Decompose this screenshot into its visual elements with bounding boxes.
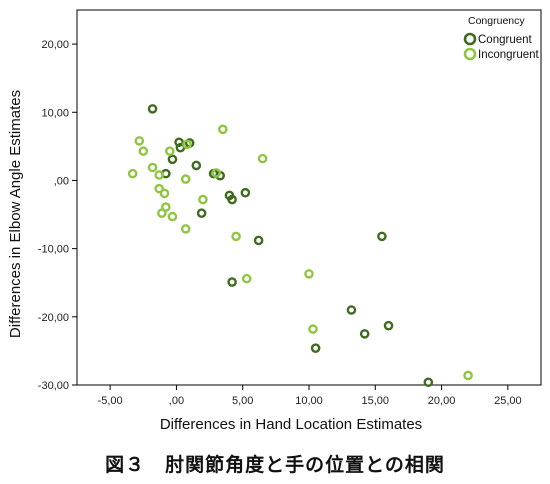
data-point-congruent: [196, 208, 207, 218]
data-point-incongruent: [154, 170, 164, 180]
data-point-incongruent: [164, 146, 175, 156]
data-point-incongruent: [127, 168, 138, 179]
data-point-congruent: [240, 187, 251, 198]
data-point-incongruent: [167, 211, 178, 222]
scatter-chart: -5,00,00 5,00 10,00 15,00 20,00 25,00 -30,00-…: [7, 9, 542, 433]
y-tick-label: 20,00: [41, 39, 69, 51]
data-point-congruent: [147, 104, 158, 114]
legend-marker-congruent: [463, 32, 477, 46]
data-point-incongruent: [211, 168, 221, 178]
x-tick-label: 20,00: [428, 395, 456, 407]
y-axis-title: Differences in Elbow Angle Estimates: [7, 90, 24, 338]
data-point-congruent: [346, 305, 357, 315]
data-point-incongruent: [154, 183, 164, 194]
data-point-incongruent: [157, 208, 167, 218]
data-point-incongruent: [180, 174, 191, 184]
y-axis: -30,00 -20,00 -10,00 ,00 10,00 20,00: [38, 39, 77, 392]
plot-frame: [76, 9, 542, 386]
legend-marker-incongruent: [463, 47, 477, 61]
data-point-congruent: [310, 343, 321, 353]
x-axis-title: Differences in Hand Location Estimates: [160, 416, 422, 433]
data-point-incongruent: [159, 188, 170, 199]
x-axis: -5,00 ,00 5,00 10,00 15,00 20,00 25,00: [98, 385, 522, 407]
data-point-incongruent: [218, 124, 228, 135]
legend: Congruency Congruent Incongruent: [463, 15, 540, 61]
data-point-congruent: [253, 235, 264, 246]
data-point-congruent: [359, 329, 370, 339]
x-tick-label: 10,00: [295, 395, 323, 407]
data-point-incongruent: [257, 153, 268, 164]
legend-label-incongruent: Incongruent: [478, 49, 540, 61]
data-point-incongruent: [231, 231, 241, 242]
x-tick-label: 5,00: [232, 395, 253, 407]
data-point-congruent: [383, 320, 394, 331]
data-point-incongruent: [147, 162, 158, 173]
data-point-incongruent: [198, 194, 208, 205]
y-tick-label: -10,00: [38, 244, 69, 256]
x-tick-label: 25,00: [494, 395, 522, 407]
x-tick-label: -5,00: [98, 395, 123, 407]
legend-label-congruent: Congruent: [478, 34, 533, 46]
data-point-incongruent: [463, 370, 473, 381]
data-point-incongruent: [180, 224, 191, 234]
data-point-incongruent: [134, 136, 145, 146]
data-point-congruent: [227, 277, 237, 287]
data-points: [127, 104, 473, 388]
data-point-congruent: [167, 154, 178, 165]
x-tick-label: ,00: [169, 395, 184, 407]
data-point-congruent: [227, 194, 237, 205]
data-point-incongruent: [138, 146, 149, 156]
data-point-congruent: [423, 377, 434, 388]
y-tick-label: ,00: [54, 175, 69, 187]
data-point-incongruent: [308, 324, 318, 334]
data-point-congruent: [174, 137, 184, 148]
legend-title: Congruency: [468, 15, 525, 27]
data-point-incongruent: [241, 273, 252, 284]
y-tick-label: 10,00: [41, 107, 69, 119]
y-tick-label: -30,00: [38, 380, 69, 392]
data-point-incongruent: [304, 269, 314, 279]
data-point-congruent: [191, 160, 202, 171]
x-tick-label: 15,00: [362, 395, 390, 407]
data-point-incongruent: [182, 139, 192, 150]
figure-caption: 図３ 肘関節角度と手の位置との相関: [105, 454, 445, 476]
data-point-congruent: [377, 231, 387, 242]
y-tick-label: -20,00: [38, 312, 69, 324]
